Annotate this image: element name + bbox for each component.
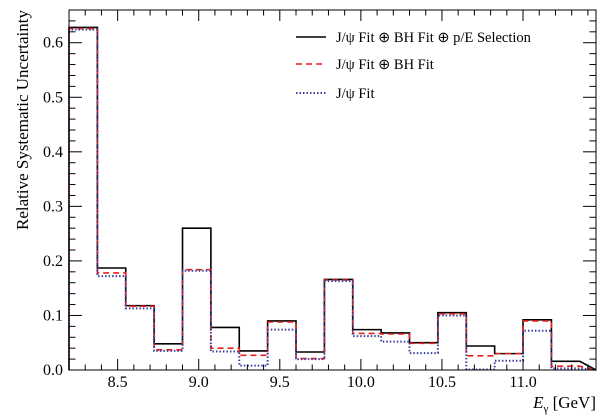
- legend-label-3: J/ψ Fit: [336, 86, 375, 102]
- legend-label-1: J/ψ Fit ⊕ BH Fit ⊕ p/E Selection: [336, 30, 532, 46]
- x-tick-label: 9.0: [189, 374, 209, 391]
- x-tick-label: 9.5: [270, 374, 290, 391]
- y-tick-label: 0.2: [43, 253, 63, 270]
- series-layer: [68, 26, 597, 371]
- x-axis-title: Eγ [GeV]: [532, 393, 596, 415]
- axis-ticks: 8.5 9.0 9.5 10.0 10.5 11.0 0.0 0.1 0.2 0.3 0.4 0.5 0…: [43, 9, 596, 391]
- series-line-1: [68, 26, 597, 371]
- x-axis-title-main: E: [532, 393, 544, 412]
- series-line-3: [68, 28, 597, 371]
- y-tick-label: 0.5: [43, 89, 63, 106]
- y-tick-label: 0.3: [43, 198, 63, 215]
- y-tick-label: 0.6: [43, 35, 63, 52]
- y-tick-label: 0.0: [43, 362, 63, 379]
- legend-label-2: J/ψ Fit ⊕ BH Fit: [336, 57, 434, 73]
- plot-frame: [68, 9, 597, 371]
- x-axis-title-subscript: γ: [542, 403, 548, 415]
- y-axis-title: Relative Systematic Uncertainty: [13, 10, 32, 230]
- x-axis-title-unit: [GeV]: [548, 393, 596, 412]
- y-tick-label: 0.4: [43, 144, 63, 161]
- x-tick-label: 11.0: [509, 374, 536, 391]
- legend: J/ψ Fit ⊕ BH Fit ⊕ p/E Selection J/ψ Fit …: [296, 30, 532, 102]
- y-tick-label: 0.1: [43, 307, 63, 324]
- x-tick-label: 8.5: [108, 374, 128, 391]
- x-tick-label: 10.5: [428, 374, 456, 391]
- series-line-2: [68, 27, 597, 371]
- x-tick-label: 10.0: [347, 374, 375, 391]
